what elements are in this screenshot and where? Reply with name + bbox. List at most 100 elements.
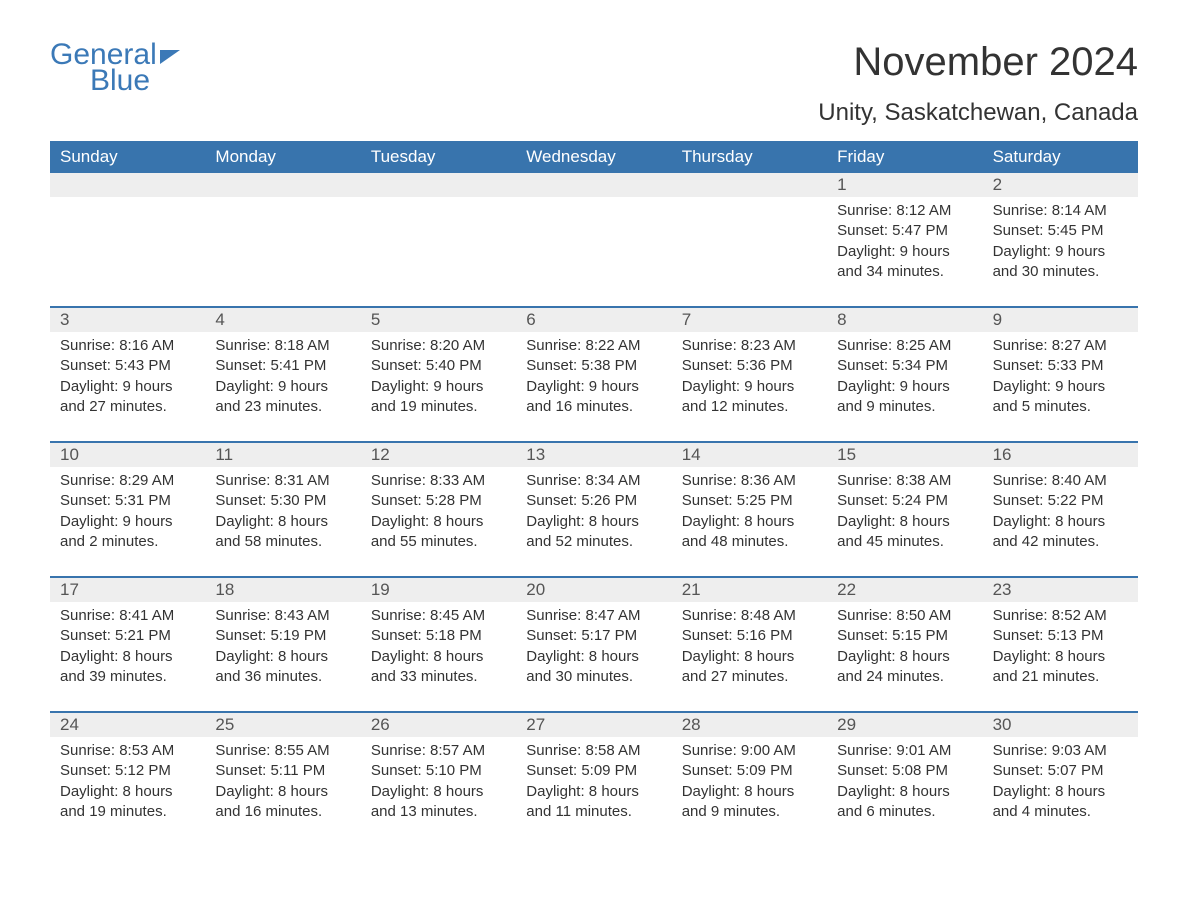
sunrise-text: Sunrise: 8:48 AM [682,606,817,626]
sunset-text: Sunset: 5:13 PM [993,626,1128,646]
calendar-cell: Sunrise: 8:27 AMSunset: 5:33 PMDaylight:… [983,332,1138,423]
weeks-container: 12Sunrise: 8:12 AMSunset: 5:47 PMDayligh… [50,173,1138,828]
sunset-text: Sunset: 5:24 PM [837,491,972,511]
day-number: 17 [50,578,205,602]
daylight-text-1: Daylight: 8 hours [371,512,506,532]
daylight-text-1: Daylight: 8 hours [60,782,195,802]
day-number: 27 [516,713,671,737]
sunset-text: Sunset: 5:11 PM [215,761,350,781]
daylight-text-1: Daylight: 8 hours [371,782,506,802]
calendar-cell: Sunrise: 8:52 AMSunset: 5:13 PMDaylight:… [983,602,1138,693]
calendar-cell: Sunrise: 8:25 AMSunset: 5:34 PMDaylight:… [827,332,982,423]
logo-word-blue: Blue [90,66,180,96]
day-number: 14 [672,443,827,467]
day-number: 9 [983,308,1138,332]
day-number [672,173,827,197]
day-number: 30 [983,713,1138,737]
day-number-row: 24252627282930 [50,713,1138,737]
sunrise-text: Sunrise: 8:57 AM [371,741,506,761]
weekday-header: Sunday Monday Tuesday Wednesday Thursday… [50,141,1138,173]
sunrise-text: Sunrise: 8:34 AM [526,471,661,491]
sunset-text: Sunset: 5:31 PM [60,491,195,511]
day-number-row: 3456789 [50,308,1138,332]
daylight-text-2: and 36 minutes. [215,667,350,687]
day-number-row: 17181920212223 [50,578,1138,602]
daylight-text-2: and 19 minutes. [371,397,506,417]
daylight-text-2: and 24 minutes. [837,667,972,687]
calendar-cell: Sunrise: 8:16 AMSunset: 5:43 PMDaylight:… [50,332,205,423]
daylight-text-2: and 39 minutes. [60,667,195,687]
calendar-cell: Sunrise: 8:38 AMSunset: 5:24 PMDaylight:… [827,467,982,558]
calendar-cell: Sunrise: 8:48 AMSunset: 5:16 PMDaylight:… [672,602,827,693]
daylight-text-2: and 11 minutes. [526,802,661,822]
calendar-cell: Sunrise: 9:01 AMSunset: 5:08 PMDaylight:… [827,737,982,828]
daylight-text-2: and 23 minutes. [215,397,350,417]
sunset-text: Sunset: 5:34 PM [837,356,972,376]
daylight-text-2: and 9 minutes. [837,397,972,417]
daylight-text-1: Daylight: 8 hours [993,647,1128,667]
calendar-cell: Sunrise: 8:36 AMSunset: 5:25 PMDaylight:… [672,467,827,558]
daylight-text-1: Daylight: 8 hours [682,512,817,532]
day-number: 25 [205,713,360,737]
sunset-text: Sunset: 5:30 PM [215,491,350,511]
sunrise-text: Sunrise: 8:47 AM [526,606,661,626]
daylight-text-1: Daylight: 8 hours [993,782,1128,802]
sunrise-text: Sunrise: 8:53 AM [60,741,195,761]
day-number: 6 [516,308,671,332]
sunrise-text: Sunrise: 8:41 AM [60,606,195,626]
day-number: 22 [827,578,982,602]
sunset-text: Sunset: 5:36 PM [682,356,817,376]
sunset-text: Sunset: 5:26 PM [526,491,661,511]
day-number: 21 [672,578,827,602]
daylight-text-1: Daylight: 8 hours [526,647,661,667]
calendar-cell: Sunrise: 8:14 AMSunset: 5:45 PMDaylight:… [983,197,1138,288]
sunrise-text: Sunrise: 9:03 AM [993,741,1128,761]
day-number: 26 [361,713,516,737]
daylight-text-2: and 30 minutes. [993,262,1128,282]
location-subtitle: Unity, Saskatchewan, Canada [818,99,1138,127]
sunset-text: Sunset: 5:07 PM [993,761,1128,781]
sunrise-text: Sunrise: 9:01 AM [837,741,972,761]
daylight-text-2: and 21 minutes. [993,667,1128,687]
sunrise-text: Sunrise: 8:29 AM [60,471,195,491]
calendar-cell: Sunrise: 8:41 AMSunset: 5:21 PMDaylight:… [50,602,205,693]
sunset-text: Sunset: 5:25 PM [682,491,817,511]
calendar-cell [672,197,827,288]
sunrise-text: Sunrise: 8:52 AM [993,606,1128,626]
sunset-text: Sunset: 5:47 PM [837,221,972,241]
sunset-text: Sunset: 5:45 PM [993,221,1128,241]
daylight-text-1: Daylight: 9 hours [993,377,1128,397]
sunrise-text: Sunrise: 8:33 AM [371,471,506,491]
sunrise-text: Sunrise: 8:55 AM [215,741,350,761]
daylight-text-2: and 48 minutes. [682,532,817,552]
sunset-text: Sunset: 5:10 PM [371,761,506,781]
calendar-cell: Sunrise: 8:34 AMSunset: 5:26 PMDaylight:… [516,467,671,558]
calendar-cell: Sunrise: 8:18 AMSunset: 5:41 PMDaylight:… [205,332,360,423]
calendar-cell: Sunrise: 9:00 AMSunset: 5:09 PMDaylight:… [672,737,827,828]
sunrise-text: Sunrise: 8:43 AM [215,606,350,626]
header: General Blue November 2024 Unity, Saskat… [50,40,1138,127]
calendar-cell: Sunrise: 8:45 AMSunset: 5:18 PMDaylight:… [361,602,516,693]
day-number: 13 [516,443,671,467]
daylight-text-2: and 4 minutes. [993,802,1128,822]
daylight-text-1: Daylight: 8 hours [837,647,972,667]
daylight-text-1: Daylight: 9 hours [526,377,661,397]
day-number: 29 [827,713,982,737]
sunset-text: Sunset: 5:19 PM [215,626,350,646]
day-number [516,173,671,197]
calendar-cell: Sunrise: 9:03 AMSunset: 5:07 PMDaylight:… [983,737,1138,828]
calendar-cell [205,197,360,288]
sunset-text: Sunset: 5:16 PM [682,626,817,646]
daylight-text-1: Daylight: 8 hours [371,647,506,667]
sunrise-text: Sunrise: 8:38 AM [837,471,972,491]
daylight-text-2: and 16 minutes. [215,802,350,822]
day-number: 16 [983,443,1138,467]
daylight-text-2: and 27 minutes. [60,397,195,417]
day-number: 8 [827,308,982,332]
calendar-cell: Sunrise: 8:29 AMSunset: 5:31 PMDaylight:… [50,467,205,558]
sunrise-text: Sunrise: 8:45 AM [371,606,506,626]
calendar-cell: Sunrise: 8:40 AMSunset: 5:22 PMDaylight:… [983,467,1138,558]
logo-flag-icon [160,50,180,64]
sunrise-text: Sunrise: 9:00 AM [682,741,817,761]
calendar-cell: Sunrise: 8:47 AMSunset: 5:17 PMDaylight:… [516,602,671,693]
